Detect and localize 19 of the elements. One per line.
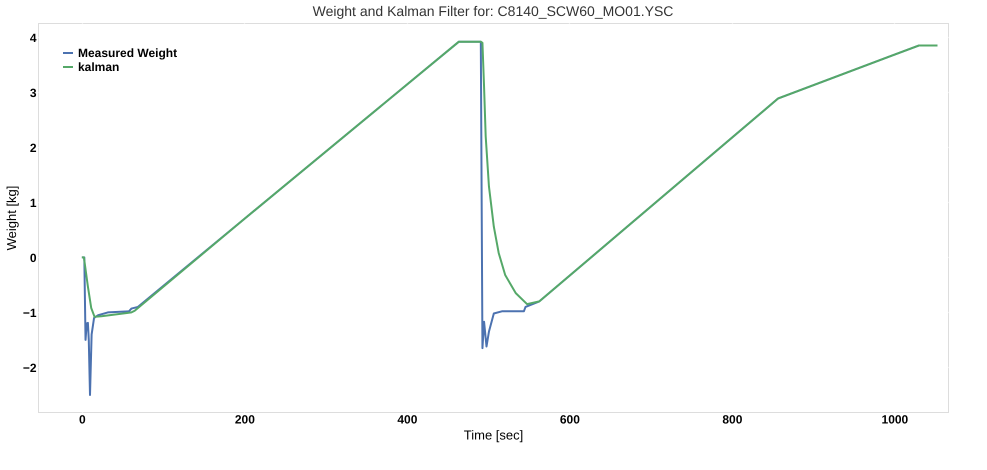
y-tick-label: −2 — [22, 360, 37, 375]
x-tick-label: 600 — [560, 412, 580, 426]
y-axis-title: Weight [kg] — [4, 186, 19, 250]
y-tick-label: 3 — [30, 86, 37, 100]
y-tick-label: 4 — [30, 30, 37, 45]
y-tick-label: 0 — [30, 250, 37, 265]
line-series — [80, 40, 938, 318]
legend-label: Measured Weight — [78, 46, 178, 60]
y-tick-label: 1 — [30, 196, 37, 210]
x-axis-title: Time [sec] — [464, 428, 524, 442]
x-tick-label: 400 — [397, 412, 418, 426]
x-tick-label: 800 — [722, 412, 743, 426]
x-tick-label: 200 — [234, 412, 256, 426]
x-tick-label: 1000 — [882, 412, 909, 426]
legend-label: kalman — [78, 60, 120, 74]
x-tick-label: 0 — [79, 412, 86, 426]
y-tick-label: −1 — [22, 306, 37, 320]
y-tick-label: 2 — [30, 140, 37, 155]
chart-title: Weight and Kalman Filter for: C8140_SCW60_MO01.YSC — [312, 3, 674, 19]
